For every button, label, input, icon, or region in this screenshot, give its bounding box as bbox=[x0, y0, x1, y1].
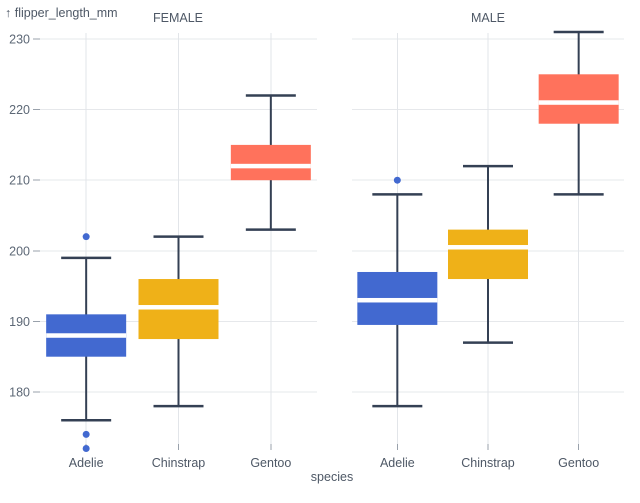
boxplot-male-Gentoo bbox=[538, 30, 619, 196]
outlier-female-Adelie-174 bbox=[82, 430, 90, 438]
boxplot-female-Gentoo bbox=[230, 94, 311, 231]
y-tick-label-210: 210 bbox=[9, 174, 30, 188]
boxplot-male-Chinstrap bbox=[448, 164, 528, 344]
y-axis: 180 190 200 210 220 230 bbox=[9, 33, 40, 400]
outlier-female-Adelie-172 bbox=[82, 444, 90, 452]
facet-title-female: FEMALE bbox=[152, 11, 204, 25]
median-male-Chinstrap bbox=[448, 245, 528, 250]
box-male-Gentoo bbox=[538, 74, 619, 124]
boxplot-female-Adelie bbox=[46, 233, 127, 452]
x-category-label-female-Gentoo: Gentoo bbox=[250, 456, 291, 470]
y-axis-title: ↑ flipper_length_mm bbox=[5, 6, 118, 20]
boxplot-female-Chinstrap bbox=[138, 235, 219, 408]
x-category-label-male-Gentoo: Gentoo bbox=[558, 456, 599, 470]
x-category-label-male-Adelie: Adelie bbox=[380, 456, 415, 470]
median-female-Chinstrap bbox=[138, 305, 219, 310]
y-tick-label-220: 220 bbox=[9, 103, 30, 117]
box-male-Chinstrap bbox=[448, 229, 528, 280]
median-female-Gentoo bbox=[230, 163, 311, 169]
x-category-label-female-Chinstrap: Chinstrap bbox=[152, 456, 206, 470]
outlier-female-Adelie-202 bbox=[82, 233, 90, 241]
x-category-label-female-Adelie: Adelie bbox=[69, 456, 104, 470]
facet-title-male: MALE bbox=[470, 11, 506, 25]
y-tick-label-200: 200 bbox=[9, 244, 30, 258]
median-female-Adelie bbox=[46, 333, 127, 338]
x-axis-title: species bbox=[310, 470, 354, 484]
facet-male: Adelie Chinstrap Gentoo bbox=[352, 30, 624, 470]
median-male-Gentoo bbox=[538, 100, 619, 105]
y-tick-label-230: 230 bbox=[9, 33, 30, 47]
boxplot-male-Adelie bbox=[357, 176, 438, 408]
x-category-label-male-Chinstrap: Chinstrap bbox=[461, 456, 515, 470]
facet-female: Adelie Chinstrap Gentoo bbox=[40, 33, 317, 470]
y-tick-label-190: 190 bbox=[9, 315, 30, 329]
median-male-Adelie bbox=[357, 297, 438, 303]
y-tick-label-180: 180 bbox=[9, 386, 30, 400]
outlier-male-Adelie-210 bbox=[393, 176, 401, 184]
box-female-Gentoo bbox=[230, 144, 311, 181]
